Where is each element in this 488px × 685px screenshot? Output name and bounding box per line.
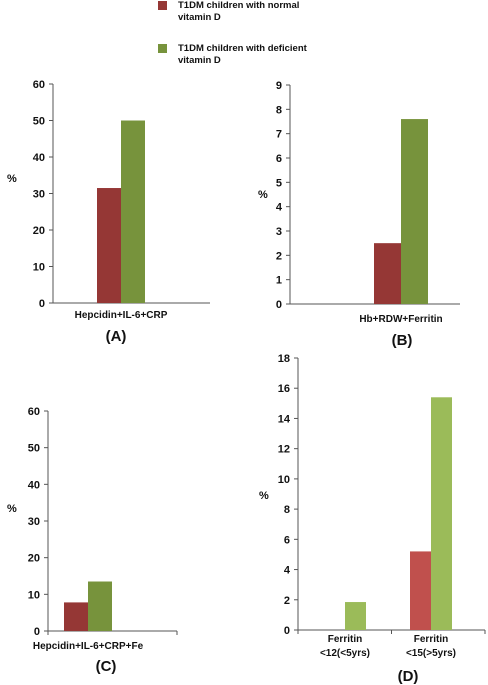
category-label: <12(<5yrs) [320, 648, 370, 659]
chart-a: 0 10 20 30 40 50 60% Hepcidin+IL-6+CRP (A) [7, 79, 210, 345]
legend-label-deficient-line2: vitamin D [178, 55, 221, 66]
y-tick-label: 0 [39, 298, 45, 310]
y-tick-label: 12 [278, 444, 290, 456]
bar-normal [374, 243, 401, 304]
legend-label-deficient-line1: T1DM children with deficient [178, 43, 308, 54]
category-label: Hb+RDW+Ferritin [359, 314, 442, 325]
bar-normal [64, 602, 88, 631]
legend: T1DM children with normal vitamin D T1DM… [158, 0, 308, 66]
chart-b: 0 1 2 3 4 5 6 7 8 9% Hb+RDW+Ferritin (B) [258, 80, 460, 349]
y-tick-label: 10 [278, 474, 290, 486]
y-tick-label: 30 [33, 189, 45, 201]
y-tick-label: 14 [278, 413, 291, 425]
legend-label-normal-line1: T1DM children with normal [178, 0, 299, 11]
y-tick-label: 0 [34, 626, 40, 638]
y-tick-label: 60 [33, 79, 45, 91]
y-tick-label: 9 [276, 80, 282, 92]
y-tick-label: 40 [28, 479, 40, 491]
y-tick-label: 5 [276, 177, 282, 189]
y-tick-label: 4 [276, 202, 283, 214]
y-tick-label: 4 [284, 565, 291, 577]
panel-label: (A) [106, 328, 127, 345]
y-axis-label: % [7, 503, 17, 515]
y-tick-label: 18 [278, 353, 290, 365]
panel-label: (D) [398, 668, 419, 685]
y-tick-label: 50 [33, 116, 45, 128]
chart-d: 0 2 4 6 8 10 12 14 16 18% Ferritin <12(<5yrs) Ferrit… [259, 353, 486, 685]
bar-deficient [431, 397, 452, 630]
y-axis-label: % [258, 189, 268, 201]
y-tick-label: 16 [278, 383, 290, 395]
y-tick-label: 0 [284, 625, 290, 637]
bar-deficient [121, 120, 145, 303]
y-tick-label: 10 [28, 589, 40, 601]
legend-swatch-normal [158, 1, 167, 10]
category-label: Ferritin [328, 634, 362, 645]
y-tick-label: 6 [284, 534, 290, 546]
y-tick-label: 40 [33, 152, 45, 164]
y-tick-label: 60 [28, 406, 40, 418]
y-tick-label: 50 [28, 443, 40, 455]
y-tick-label: 20 [33, 225, 45, 237]
y-tick-label: 8 [276, 104, 282, 116]
y-tick-label: 10 [33, 262, 45, 274]
category-label: Ferritin [414, 634, 448, 645]
y-tick-label: 2 [284, 595, 290, 607]
chart-c: 0 10 20 30 40 50 60% Hepcidin+IL-6+CRP+Fe (C) [7, 406, 178, 675]
y-axis-label: % [7, 173, 17, 185]
y-tick-label: 1 [276, 275, 282, 287]
bar-deficient [401, 119, 428, 304]
y-tick-label: 0 [276, 299, 282, 311]
bar-deficient [345, 602, 366, 630]
y-tick-label: 2 [276, 250, 282, 262]
panel-label: (C) [96, 658, 117, 675]
y-tick-label: 7 [276, 129, 282, 141]
y-tick-label: 3 [276, 226, 282, 238]
category-label: Hepcidin+IL-6+CRP [75, 310, 168, 321]
bar-deficient [88, 581, 112, 631]
category-label: <15(>5yrs) [406, 648, 456, 659]
legend-swatch-deficient [158, 44, 167, 53]
y-axis-label: % [259, 490, 269, 502]
y-tick-label: 20 [28, 553, 40, 565]
bar-normal [97, 188, 121, 303]
bar-normal [410, 551, 431, 630]
category-label: Hepcidin+IL-6+CRP+Fe [33, 641, 144, 652]
panel-label: (B) [392, 332, 413, 349]
y-tick-label: 30 [28, 516, 40, 528]
y-tick-label: 6 [276, 153, 282, 165]
legend-label-normal-line2: vitamin D [178, 12, 221, 23]
y-tick-label: 8 [284, 504, 290, 516]
